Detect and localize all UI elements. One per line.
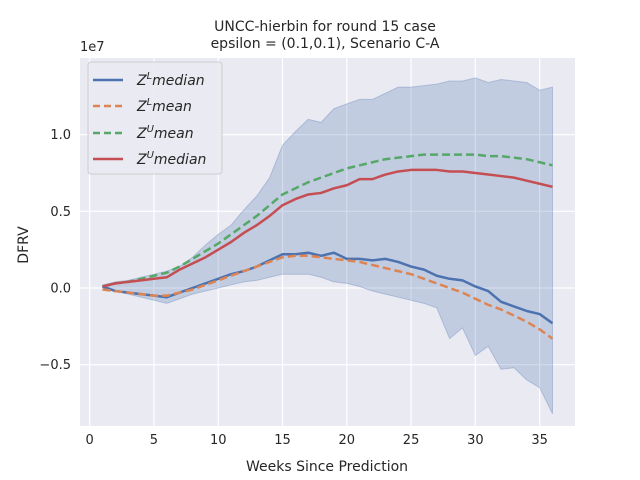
legend-item-zl-median: ZLmedian (93, 71, 205, 89)
grid (80, 58, 575, 426)
series-line-z-u-mean (102, 153, 553, 288)
y-offset-label: 1e7 (80, 40, 105, 55)
x-tick-label: 0 (86, 433, 94, 448)
legend-label-zu-median: ZUmedian (136, 150, 206, 168)
x-tick-label: 5 (150, 433, 158, 448)
y-tick-label: −0.5 (39, 358, 71, 373)
x-tick-label: 25 (403, 433, 420, 448)
x-tick-label: 10 (210, 433, 227, 448)
band-layer (102, 77, 553, 414)
x-tick-label: 20 (339, 433, 356, 448)
x-axis-label: Weeks Since Prediction (246, 459, 408, 475)
legend-label-zu-mean: ZUmean (136, 124, 194, 142)
legend-label-zl-mean: ZLmean (136, 97, 192, 115)
legend-box (87, 61, 223, 175)
legend-item-zu-mean: ZUmean (93, 124, 194, 142)
x-tick-label: 15 (274, 433, 291, 448)
chart-title-line-1: UNCC-hierbin for round 15 case (214, 19, 436, 35)
series-line-z-u-median (102, 168, 553, 288)
lines-layer (102, 153, 554, 340)
y-tick-label: 1.0 (50, 128, 71, 143)
y-tick-label: 0.0 (50, 282, 71, 297)
y-axis-label: DFRV (16, 226, 32, 264)
legend-item-zu-median: ZUmedian (93, 150, 206, 168)
x-tick-label: 30 (467, 433, 484, 448)
x-tick-label: 35 (531, 433, 548, 448)
legend: ZLmedian ZLmean ZUmean ZUmedian (87, 61, 223, 175)
x-ticks: 0 5 10 15 20 25 30 35 (86, 433, 548, 448)
legend-label-zl-median: ZLmedian (136, 71, 205, 89)
y-ticks: −0.5 0.0 0.5 1.0 (39, 128, 71, 373)
confidence-band (102, 77, 553, 414)
legend-item-zl-mean: ZLmean (93, 97, 192, 115)
series-line-z-l-mean (102, 254, 554, 340)
chart-title-line-2: epsilon = (0.1,0.1), Scenario C-A (211, 36, 440, 52)
y-tick-label: 0.5 (50, 205, 71, 220)
